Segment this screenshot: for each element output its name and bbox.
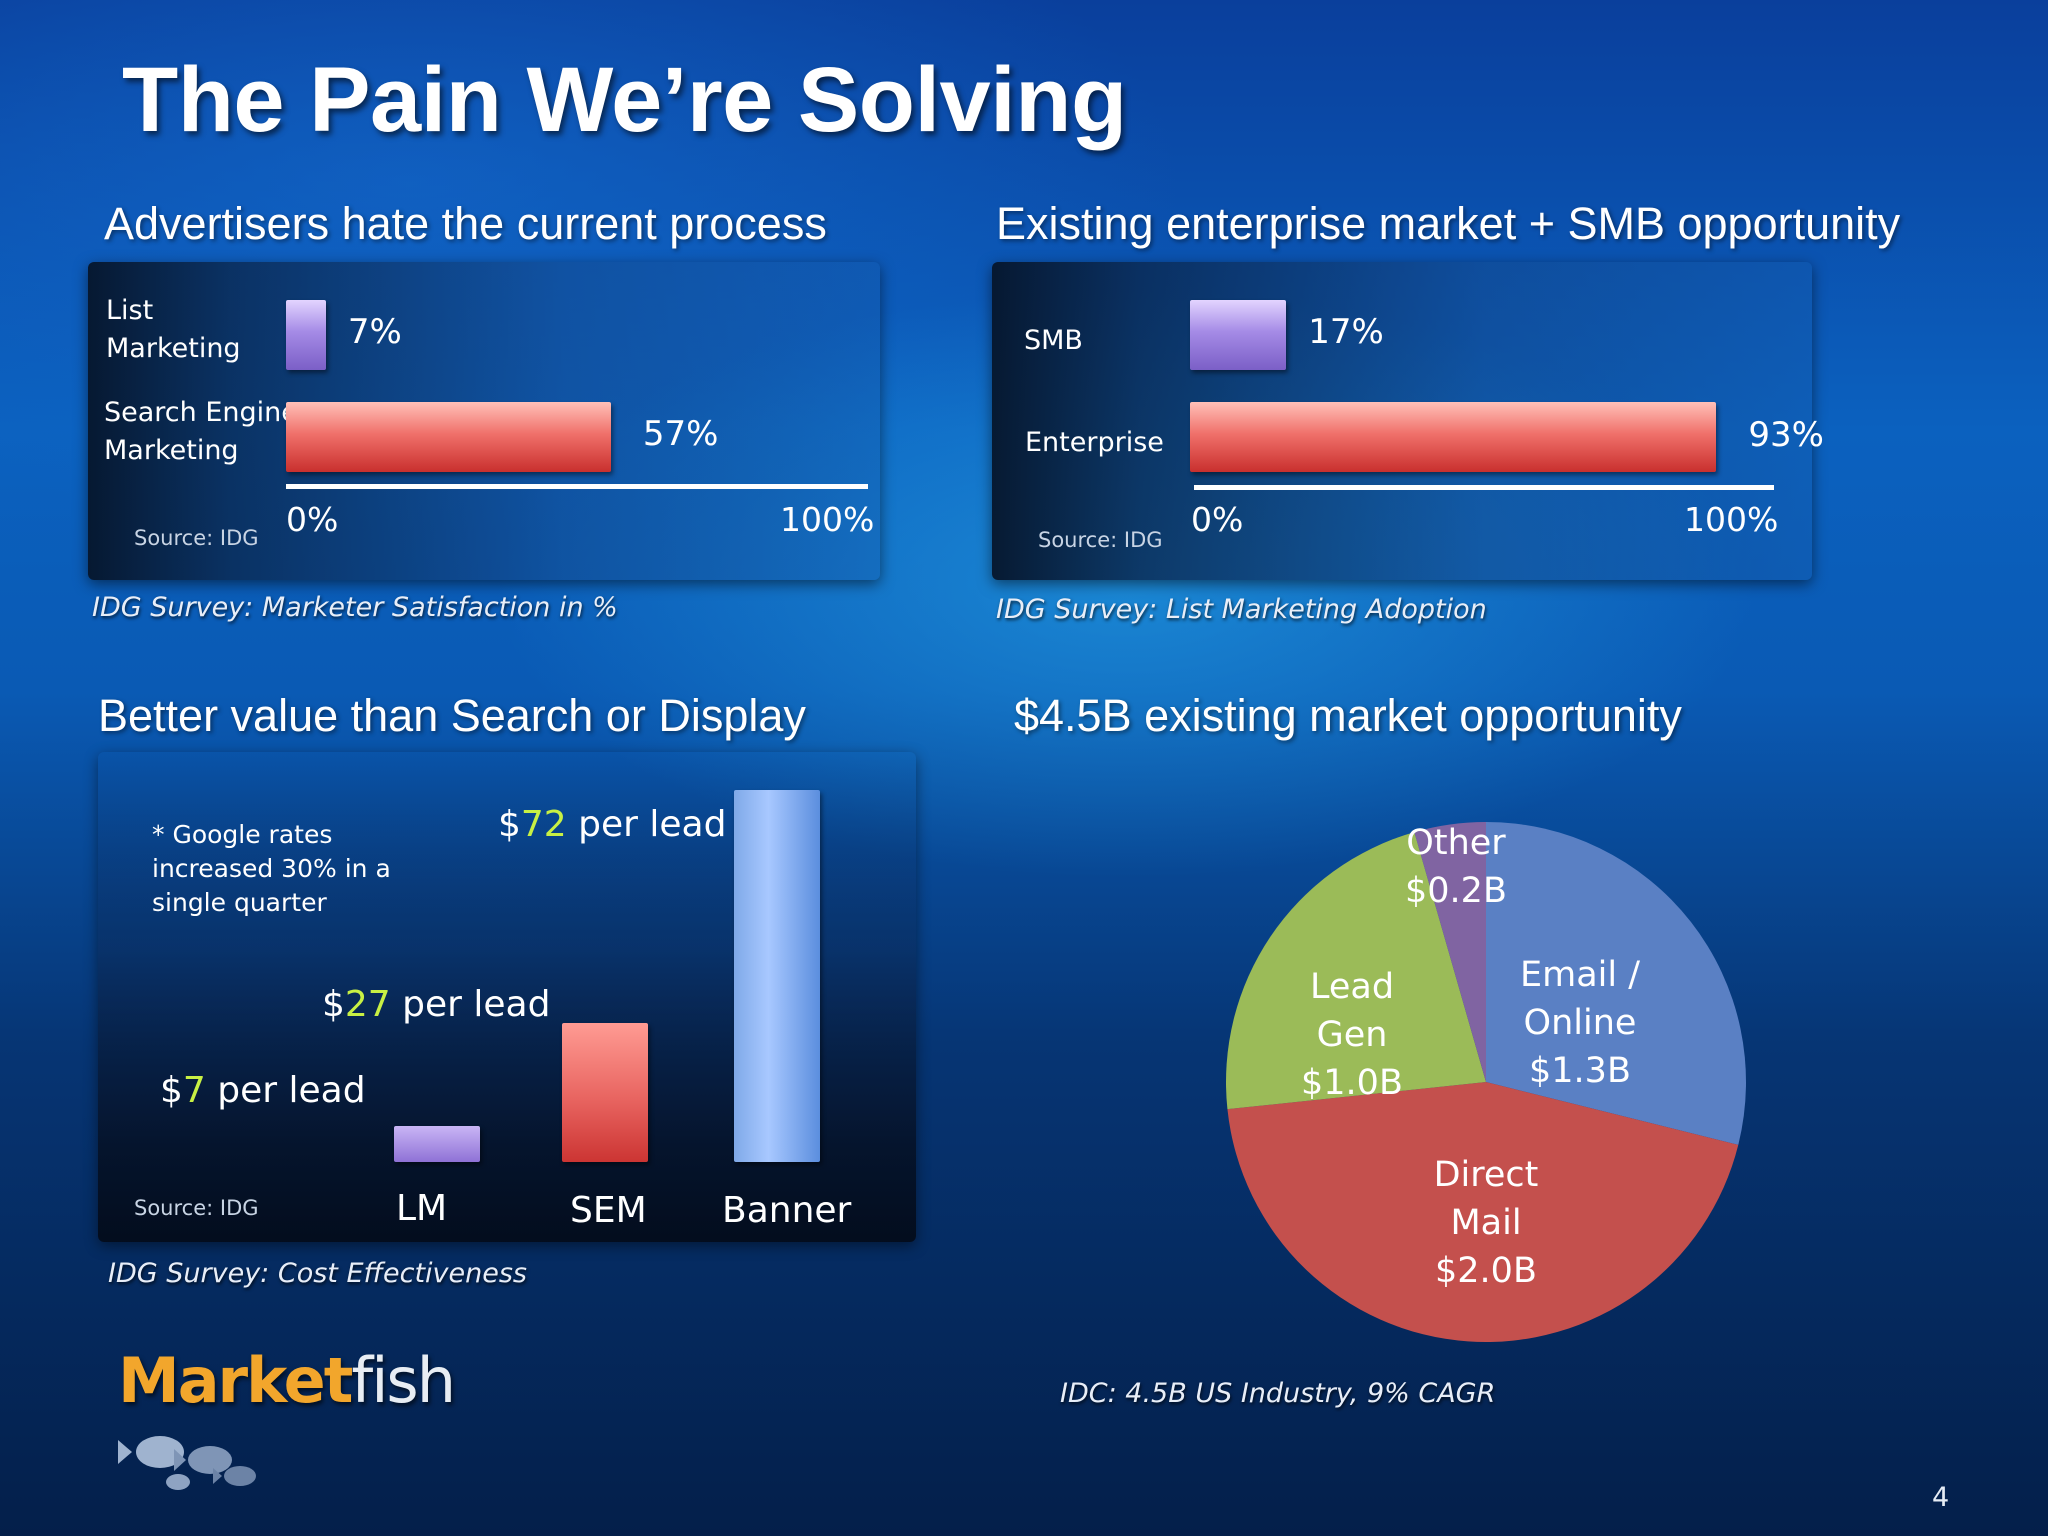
pie-label-1: Direct Mail $2.0B [1434, 1155, 1539, 1291]
logo-text-fish: fish [351, 1344, 456, 1417]
chart3-value-suffix-2: per lead [566, 804, 727, 845]
chart4-title: $4.5B existing market opportunity [1014, 690, 1682, 741]
chart2-tick-100: 100% [1684, 500, 1779, 539]
chart2-value-label-0: 17% [1308, 312, 1384, 352]
chart1-value-label-0: 7% [347, 312, 402, 352]
chart1-title: Advertisers hate the current process [104, 198, 827, 249]
chart1-tick-0: 0% [286, 500, 339, 539]
chart3-caption: IDG Survey: Cost Effectiveness [108, 1258, 528, 1289]
pie-slice-other [1414, 822, 1486, 1082]
pie-label-2: Lead Gen $1.0B [1301, 967, 1403, 1103]
chart2-bar-smb [1190, 300, 1287, 370]
chart3-value-number-2: 72 [520, 804, 567, 845]
chart2-title: Existing enterprise market + SMB opportu… [996, 198, 1901, 249]
fish-icon [118, 1436, 256, 1490]
chart1-caption: IDG Survey: Marketer Satisfaction in % [92, 592, 618, 623]
chart4-caption: IDC: 4.5B US Industry, 9% CAGR [1060, 1378, 1496, 1409]
chart2-axis [1194, 485, 1774, 490]
chart3-bar-banner [734, 790, 820, 1162]
chart1-category-label-1: Search Engine Marketing [104, 397, 298, 466]
chart3-value-label-2: $72 per lead [498, 804, 726, 845]
chart2-category-label-0: SMB [1024, 325, 1083, 356]
chart2-tick-0: 0% [1191, 500, 1244, 539]
pie-slice-email-online [1486, 822, 1746, 1145]
chart3-title: Better value than Search or Display [98, 690, 806, 741]
chart3-value-prefix-1: $ [322, 984, 345, 1025]
slide-title: The Pain We’re Solving [122, 49, 1127, 151]
chart3-value-prefix-0: $ [160, 1070, 183, 1111]
chart3-category-label-1: SEM [570, 1190, 647, 1231]
pie-slice-lead-gen [1226, 832, 1486, 1110]
pie-slice-direct-mail [1227, 1082, 1739, 1343]
chart1-category-label-0: List Marketing [106, 295, 241, 364]
chart1-axis [286, 484, 868, 489]
chart3-value-number-0: 7 [182, 1070, 206, 1111]
chart2-category-label-1: Enterprise [1025, 427, 1164, 458]
chart3-value-label-1: $27 per lead [322, 984, 550, 1025]
page-number: 4 [1932, 1482, 1950, 1513]
chart3-bar-sem [562, 1022, 648, 1162]
chart3-value-suffix-0: per lead [205, 1070, 366, 1111]
chart3-source: Source: IDG [134, 1196, 259, 1220]
chart3-category-label-0: LM [396, 1188, 448, 1229]
chart3-value-number-1: 27 [344, 984, 391, 1025]
chart1-tick-100: 100% [780, 500, 875, 539]
chart2-caption: IDG Survey: List Marketing Adoption [996, 594, 1487, 625]
marketfish-logo: Marketfish [118, 1344, 456, 1490]
chart1-value-label-1: 57% [642, 414, 719, 454]
pie-label-0: Email / Online $1.3B [1520, 955, 1640, 1091]
chart2-source: Source: IDG [1038, 528, 1163, 552]
pie-label-3: Other $0.2B [1405, 823, 1507, 911]
chart4-pie: Email / Online $1.3B Direct Mail $2.0B Lead Gen… [1226, 822, 1746, 1343]
chart1-source: Source: IDG [134, 526, 259, 550]
chart3-bar-lm [394, 1125, 480, 1162]
chart3-note: * Google rates increased 30% in a single… [152, 820, 391, 917]
chart2-panel: SMB Enterprise 17% 93% 0% 100% Source: I… [992, 262, 1824, 580]
chart3-value-label-0: $7 per lead [160, 1070, 366, 1111]
chart2-value-label-1: 93% [1748, 415, 1824, 455]
chart3-category-label-2: Banner [722, 1190, 852, 1231]
logo-text-market: Market [118, 1344, 353, 1417]
chart1-panel: List Marketing Search Engine Marketing 7… [88, 262, 880, 580]
chart2-bar-enterprise [1190, 402, 1717, 472]
chart1-bar-list-marketing [286, 300, 326, 370]
chart3-panel: * Google rates increased 30% in a single… [98, 752, 916, 1242]
chart3-value-prefix-2: $ [498, 804, 521, 845]
chart3-value-suffix-1: per lead [390, 984, 551, 1025]
chart1-bar-search-engine-marketing [286, 402, 611, 472]
